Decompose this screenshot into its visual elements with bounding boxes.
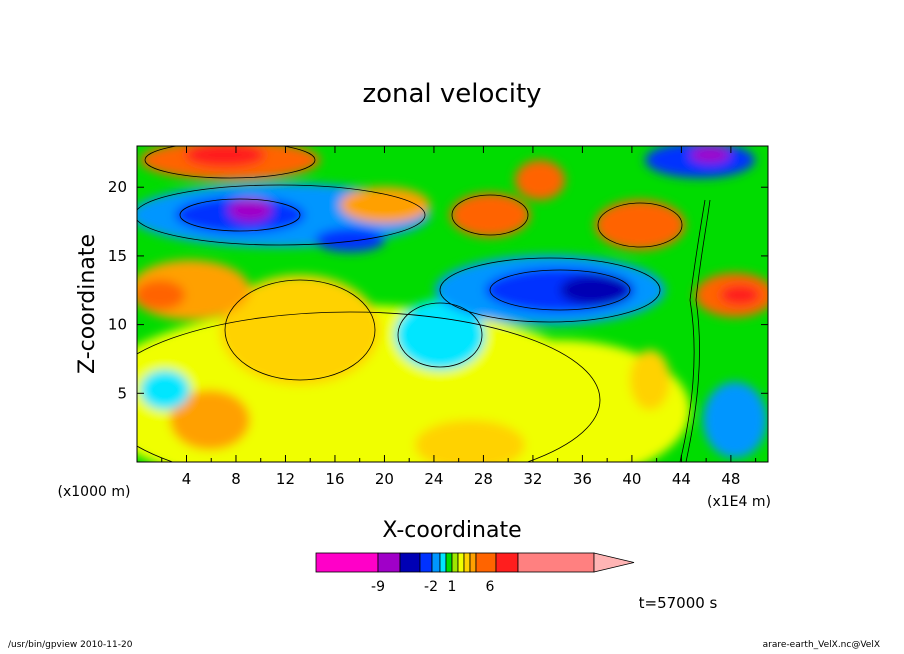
x-tick-label: 12 xyxy=(276,470,295,488)
colorbar-swatch xyxy=(431,552,441,573)
footer-source: arare-earth_VelX.nc@VelX xyxy=(762,640,880,650)
y-tick-label: 20 xyxy=(108,178,127,196)
colorbar-swatch xyxy=(469,552,477,573)
colorbar-labels: -9 -2 1 6 xyxy=(371,579,495,595)
colorbar-tick-label: -2 xyxy=(424,579,438,595)
chart-title: zonal velocity xyxy=(362,79,541,109)
colorbar-swatch xyxy=(445,552,453,573)
x-tick-label: 44 xyxy=(672,470,691,488)
colorbar-swatch xyxy=(463,552,471,573)
y-tick-label: 15 xyxy=(108,247,127,265)
colorbar-swatch xyxy=(451,552,459,573)
x-tick-label: 8 xyxy=(231,470,241,488)
y-tick-label: 10 xyxy=(108,316,127,334)
colorbar xyxy=(315,552,635,573)
y-axis-label: Z-coordinate xyxy=(75,234,100,374)
colorbar-swatch xyxy=(419,552,433,573)
colorbar-swatch xyxy=(517,552,595,573)
x-tick-label: 16 xyxy=(325,470,344,488)
colorbar-swatch xyxy=(399,552,421,573)
x-scale-label: (x1E4 m) xyxy=(707,494,771,510)
plot-frame xyxy=(136,145,769,463)
x-tick-label: 32 xyxy=(523,470,542,488)
y-axis-ticks: 5 10 15 20 xyxy=(108,178,768,402)
x-unit-label: (x1000 m) xyxy=(58,484,131,500)
x-axis-ticks: 4 8 12 16 20 24 28 32 36 40 44 48 xyxy=(161,146,757,488)
colorbar-tick-label: 6 xyxy=(486,579,495,595)
colorbar-tick-label: -9 xyxy=(371,579,385,595)
colorbar-swatch xyxy=(495,552,519,573)
colorbar-swatch xyxy=(475,552,497,573)
colorbar-swatch xyxy=(457,552,465,573)
colorbar-swatch xyxy=(377,552,401,573)
time-label: t=57000 s xyxy=(639,594,718,612)
footer-command: /usr/bin/gpview 2010-11-20 xyxy=(8,640,133,650)
x-tick-label: 24 xyxy=(424,470,443,488)
x-axis-label: X-coordinate xyxy=(382,518,521,543)
x-tick-label: 20 xyxy=(375,470,394,488)
colorbar-tick-label: 1 xyxy=(448,579,457,595)
contour-lines xyxy=(137,146,711,462)
colorbar-swatch xyxy=(439,552,447,573)
contour-field xyxy=(137,146,768,462)
x-tick-label: 28 xyxy=(474,470,493,488)
colorbar-swatch xyxy=(315,552,379,573)
x-tick-label: 40 xyxy=(622,470,641,488)
x-tick-label: 4 xyxy=(182,470,192,488)
y-tick-label: 5 xyxy=(117,384,127,402)
x-tick-label: 36 xyxy=(573,470,592,488)
x-tick-label: 48 xyxy=(721,470,740,488)
colorbar-extend-arrow xyxy=(593,552,635,573)
